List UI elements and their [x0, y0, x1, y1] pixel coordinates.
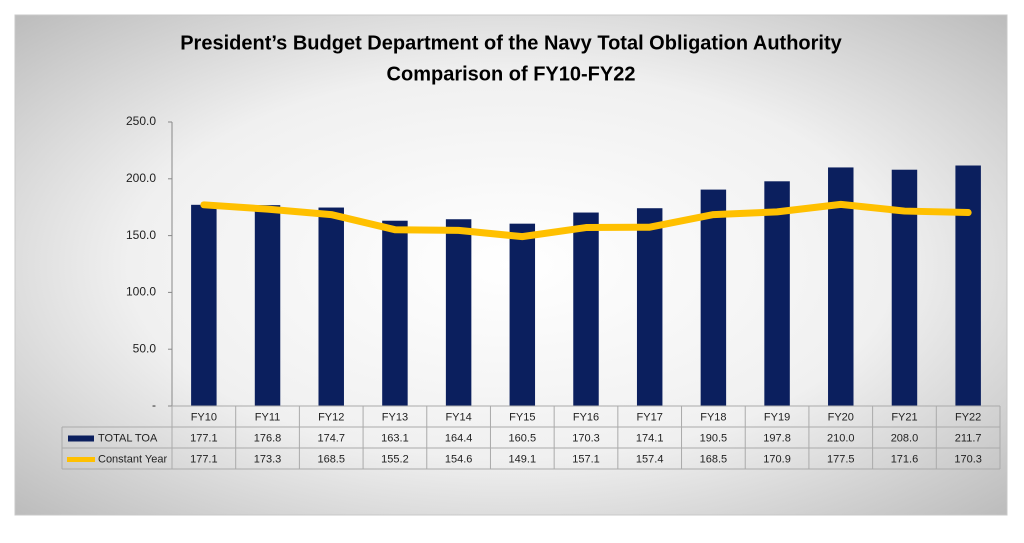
- x-tick-label: FY22: [955, 411, 981, 423]
- x-tick-label: FY12: [318, 411, 344, 423]
- table-value: 160.5: [509, 432, 537, 444]
- table-value: 157.1: [572, 453, 600, 465]
- bar: [891, 169, 918, 406]
- table-value: 208.0: [891, 432, 919, 444]
- table-value: 157.4: [636, 453, 664, 465]
- x-tick-label: FY11: [255, 411, 280, 423]
- bar: [191, 204, 217, 406]
- bar: [573, 212, 599, 406]
- x-tick-label: FY19: [764, 411, 790, 423]
- table-value: 197.8: [763, 432, 791, 444]
- bar: [382, 220, 408, 406]
- table-value: 168.5: [700, 453, 728, 465]
- x-tick-label: FY16: [573, 411, 599, 423]
- table-value: 155.2: [381, 453, 409, 465]
- bar: [764, 181, 790, 406]
- table-value: 154.6: [445, 453, 473, 465]
- table-value: 211.7: [955, 432, 982, 444]
- table-value: 164.4: [445, 432, 473, 444]
- bar: [445, 219, 472, 406]
- table-value: 163.1: [381, 432, 409, 444]
- table-value: 190.5: [700, 432, 728, 444]
- y-tick-label: 250.0: [126, 114, 156, 128]
- legend-label: TOTAL TOA: [98, 432, 158, 444]
- table-value: 177.5: [827, 453, 855, 465]
- bar: [254, 205, 281, 406]
- x-tick-label: FY13: [382, 411, 408, 423]
- y-tick-label: 200.0: [126, 171, 156, 185]
- table-value: 168.5: [317, 453, 345, 465]
- x-tick-label: FY18: [700, 411, 726, 423]
- x-tick-label: FY21: [891, 411, 917, 423]
- y-tick-label: 50.0: [133, 341, 157, 355]
- table-value: 177.1: [190, 432, 218, 444]
- bar: [700, 189, 727, 406]
- table-value: 170.3: [572, 432, 600, 444]
- y-tick-label: 100.0: [126, 285, 156, 299]
- x-tick-label: FY14: [445, 411, 471, 423]
- table-value: 173.3: [254, 453, 282, 465]
- bar: [955, 165, 981, 406]
- legend-swatch: [68, 435, 94, 442]
- x-tick-label: FY20: [828, 411, 854, 423]
- y-tick-label: 150.0: [126, 228, 156, 242]
- bar: [509, 223, 536, 406]
- x-tick-label: FY15: [509, 411, 535, 423]
- chart-title: President’s Budget Department of the Nav…: [180, 32, 842, 54]
- x-tick-label: FY10: [191, 411, 217, 423]
- table-value: 177.1: [190, 453, 218, 465]
- table-value: 210.0: [827, 432, 855, 444]
- legend-label: Constant Year: [98, 453, 167, 465]
- bar: [636, 208, 663, 406]
- table-value: 171.6: [891, 453, 919, 465]
- table-value: 174.7: [317, 432, 345, 444]
- bar: [318, 207, 344, 406]
- y-tick-label: -: [152, 398, 156, 412]
- x-tick-label: FY17: [637, 411, 663, 423]
- table-value: 149.1: [509, 453, 537, 465]
- table-value: 176.8: [254, 432, 282, 444]
- table-value: 170.9: [763, 453, 791, 465]
- chart-subtitle: Comparison of FY10-FY22: [387, 63, 636, 85]
- table-value: 170.3: [954, 453, 982, 465]
- line: [200, 200, 972, 241]
- table-value: 174.1: [636, 432, 664, 444]
